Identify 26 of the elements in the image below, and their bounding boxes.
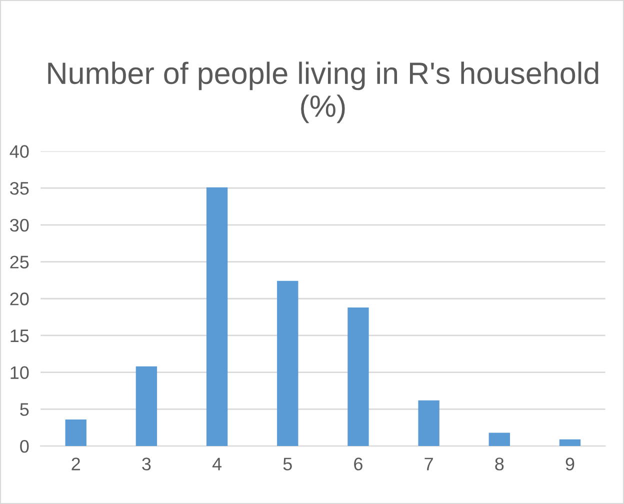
x-tick-label: 3 — [142, 458, 151, 470]
bar — [559, 439, 581, 446]
bar — [418, 400, 440, 446]
x-tick-label: 9 — [566, 458, 574, 470]
x-tick-label: 4 — [212, 458, 222, 470]
y-tick-label: 10 — [10, 366, 29, 380]
x-tick-label: 5 — [283, 458, 292, 470]
y-tick-label: 0 — [20, 440, 29, 453]
x-tick-label: 7 — [424, 458, 433, 470]
y-tick-label: 40 — [10, 145, 29, 158]
y-tick-label: 35 — [10, 182, 29, 195]
y-tick-label: 5 — [20, 403, 29, 416]
chart-title: Number of people living in R's household (%) — [48, 62, 598, 124]
y-tick-label: 15 — [10, 330, 29, 342]
bar — [65, 420, 86, 446]
y-tick-label: 25 — [10, 256, 29, 268]
x-tick-label: 8 — [495, 458, 504, 470]
x-tick-label: 2 — [72, 458, 80, 470]
bar — [277, 280, 298, 446]
bar — [206, 187, 228, 446]
y-tick-label: 20 — [10, 292, 29, 306]
bar — [488, 432, 510, 446]
bar — [136, 366, 158, 446]
y-tick-label: 30 — [10, 218, 29, 232]
x-tick-label: 6 — [354, 458, 362, 470]
bar — [348, 307, 369, 446]
